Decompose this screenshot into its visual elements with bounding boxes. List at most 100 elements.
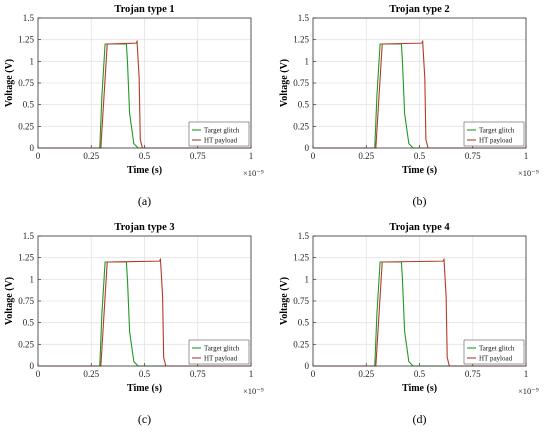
x-tick-label: 1 [524, 369, 529, 379]
x-axis-exponent: ×10⁻⁹ [243, 386, 264, 396]
chart-svg: 0 0.25 0.5 0.75 1 1.25 1.5 0 0.25 0.5 0.75 1 Trojan … [4, 222, 264, 426]
x-tick-label: 0.25 [83, 151, 99, 161]
x-tick-label: 0 [36, 369, 41, 379]
x-tick-label: 0 [311, 369, 316, 379]
chart-title: Trojan type 3 [114, 222, 174, 233]
y-axis-label: Voltage (V) [279, 277, 290, 325]
panel-caption: (d) [413, 412, 427, 426]
chart-svg: 0 0.25 0.5 0.75 1 1.25 1.5 0 0.25 0.5 0.75 1 Trojan … [279, 4, 539, 208]
chart-title: Trojan type 4 [389, 222, 450, 233]
panel-trojan-type-3: 0 0.25 0.5 0.75 1 1.25 1.5 0 0.25 0.5 0.75 1 Trojan … [0, 218, 275, 436]
x-tick-label: 0.5 [139, 369, 151, 379]
legend-box [463, 121, 525, 147]
axes-box [37, 17, 252, 149]
panel-caption: (b) [413, 194, 427, 208]
x-tick-label: 0.75 [190, 369, 206, 379]
y-tick-label: 1.5 [23, 231, 35, 241]
y-tick-label: 0.75 [18, 78, 34, 88]
x-tick-label: 1 [249, 151, 254, 161]
legend-box [188, 121, 250, 147]
y-tick-label: 0 [305, 361, 310, 371]
y-tick-label: 0.5 [298, 100, 310, 110]
chart-title: Trojan type 2 [389, 4, 449, 15]
panel-caption: (a) [138, 194, 151, 208]
y-tick-label: 1 [30, 274, 35, 284]
y-tick-label: 0 [30, 143, 35, 153]
panel-trojan-type-4: 0 0.25 0.5 0.75 1 1.25 1.5 0 0.25 0.5 0.75 1 Trojan … [275, 218, 550, 436]
x-tick-label: 0 [36, 151, 41, 161]
x-tick-label: 0.25 [358, 151, 374, 161]
y-tick-label: 0.5 [298, 318, 310, 328]
y-axis-label: Voltage (V) [279, 59, 290, 107]
series-line-target-glitch [38, 261, 251, 367]
x-tick-label: 0.75 [465, 151, 481, 161]
x-tick-label: 0.25 [83, 369, 99, 379]
legend-label: HT payload [479, 355, 513, 363]
y-tick-label: 1.25 [293, 253, 309, 263]
y-axis-label: Voltage (V) [4, 59, 15, 107]
y-tick-label: 1.25 [18, 253, 34, 263]
y-tick-label: 1.5 [23, 13, 35, 23]
y-tick-label: 0.25 [18, 121, 34, 131]
y-tick-label: 0 [305, 143, 310, 153]
x-tick-label: 1 [249, 369, 254, 379]
y-tick-label: 0.75 [18, 296, 34, 306]
series-line-target-glitch [38, 43, 251, 149]
x-axis-exponent: ×10⁻⁹ [243, 168, 264, 178]
legend-label: HT payload [204, 137, 238, 145]
axes-box [37, 235, 252, 367]
y-tick-label: 1.25 [18, 35, 34, 45]
axes-box [312, 235, 527, 367]
legend-label: HT payload [479, 137, 513, 145]
x-tick-label: 0.5 [139, 151, 151, 161]
x-axis-label: Time (s) [402, 383, 437, 394]
y-tick-label: 1.5 [298, 231, 310, 241]
legend: Target glitch HT payload [463, 339, 525, 365]
chart-svg: 0 0.25 0.5 0.75 1 1.25 1.5 0 0.25 0.5 0.75 1 Trojan … [279, 222, 539, 426]
x-axis-label: Time (s) [127, 383, 162, 394]
y-tick-label: 0.5 [23, 100, 35, 110]
series-line-ht-payload [38, 39, 251, 149]
legend-label: HT payload [204, 355, 238, 363]
chart-title: Trojan type 1 [114, 4, 174, 15]
x-tick-label: 0.75 [465, 369, 481, 379]
legend-label: Target glitch [204, 345, 240, 353]
x-tick-label: 1 [524, 151, 529, 161]
y-tick-label: 1 [30, 56, 35, 66]
y-axis-label: Voltage (V) [4, 277, 15, 325]
x-axis-label: Time (s) [402, 165, 437, 176]
y-tick-label: 0.25 [293, 339, 309, 349]
legend-box [188, 339, 250, 365]
y-tick-label: 0 [30, 361, 35, 371]
series-line-ht-payload [313, 257, 526, 367]
legend-label: Target glitch [204, 127, 240, 135]
x-axis-label: Time (s) [127, 165, 162, 176]
panel-caption: (c) [138, 412, 151, 426]
series-line-target-glitch [313, 43, 526, 149]
legend-box [463, 339, 525, 365]
y-tick-label: 1 [305, 56, 310, 66]
panel-trojan-type-2: 0 0.25 0.5 0.75 1 1.25 1.5 0 0.25 0.5 0.75 1 Trojan … [275, 0, 550, 218]
y-tick-label: 1.25 [293, 35, 309, 45]
x-tick-label: 0.5 [414, 369, 426, 379]
series-line-ht-payload [38, 257, 251, 367]
y-tick-label: 0.75 [293, 296, 309, 306]
x-tick-label: 0 [311, 151, 316, 161]
legend-label: Target glitch [479, 345, 515, 353]
y-tick-label: 1 [305, 274, 310, 284]
y-tick-label: 0.25 [293, 121, 309, 131]
x-tick-label: 0.5 [414, 151, 426, 161]
y-tick-label: 0.75 [293, 78, 309, 88]
x-tick-label: 0.75 [190, 151, 206, 161]
y-tick-label: 1.5 [298, 13, 310, 23]
legend: Target glitch HT payload [188, 121, 250, 147]
x-tick-label: 0.25 [358, 369, 374, 379]
legend: Target glitch HT payload [188, 339, 250, 365]
chart-svg: 0 0.25 0.5 0.75 1 1.25 1.5 0 0.25 0.5 0.75 1 Trojan … [4, 4, 264, 208]
y-tick-label: 0.25 [18, 339, 34, 349]
legend: Target glitch HT payload [463, 121, 525, 147]
x-axis-exponent: ×10⁻⁹ [518, 386, 539, 396]
axes-box [312, 17, 527, 149]
series-line-target-glitch [313, 261, 526, 367]
